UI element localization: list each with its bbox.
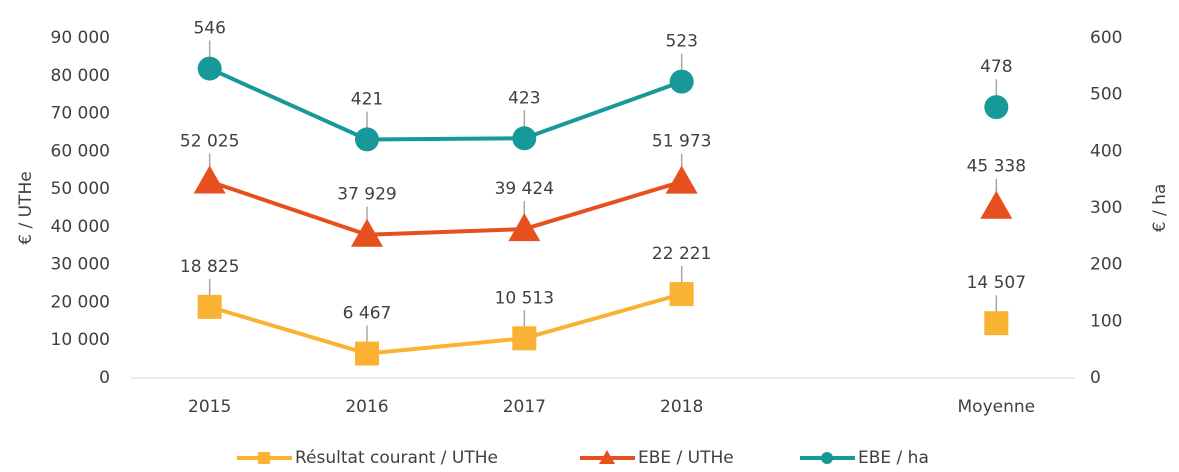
marker (508, 213, 541, 242)
data-label: 37 929 (337, 185, 396, 205)
legend-label: EBE / UTHe (638, 448, 734, 468)
x-tick-label: Moyenne (958, 397, 1036, 417)
marker (980, 190, 1013, 219)
y-tick-label: 50 000 (51, 179, 110, 199)
data-label: 45 338 (967, 157, 1026, 177)
legend-label: Résultat courant / UTHe (295, 448, 498, 468)
y2-tick-label: 300 (1090, 198, 1122, 218)
y-tick-label: 30 000 (51, 255, 110, 275)
y2-tick-label: 100 (1090, 311, 1122, 331)
y-tick-label: 10 000 (51, 330, 110, 350)
y-tick-label: 90 000 (51, 28, 110, 48)
marker (355, 341, 379, 366)
marker (512, 126, 537, 151)
legend-marker (599, 450, 615, 464)
y2-tick-label: 400 (1090, 141, 1122, 161)
marker (512, 326, 537, 351)
marker (193, 165, 226, 194)
y-tick-label: 70 000 (51, 104, 110, 124)
x-tick-label: 2016 (345, 397, 388, 417)
x-tick-label: 2017 (503, 397, 546, 417)
marker (984, 311, 1009, 336)
data-label: 10 513 (495, 288, 554, 308)
y-tick-label: 40 000 (51, 217, 110, 237)
data-label: 523 (665, 32, 697, 52)
data-label: 478 (980, 57, 1012, 77)
data-label: 18 825 (180, 257, 239, 277)
marker (197, 56, 222, 81)
y2-tick-label: 0 (1090, 368, 1101, 388)
marker (984, 95, 1009, 120)
data-label: 39 424 (495, 179, 554, 199)
marker (197, 294, 222, 319)
series-line (210, 294, 997, 354)
marker (351, 218, 383, 247)
y-tick-label: 20 000 (51, 292, 110, 312)
data-label: 51 973 (652, 132, 711, 152)
y2-tick-label: 600 (1090, 28, 1122, 48)
data-label: 52 025 (180, 131, 239, 151)
series-line (210, 181, 997, 234)
legend-label: EBE / ha (858, 448, 929, 468)
data-label: 546 (193, 19, 225, 39)
x-tick-label: 2018 (660, 397, 703, 417)
data-label: 22 221 (652, 244, 711, 264)
series-line (210, 69, 997, 140)
x-tick-label: 2015 (188, 397, 231, 417)
y2-tick-label: 200 (1090, 255, 1122, 275)
data-label: 421 (351, 89, 383, 109)
marker (665, 165, 698, 194)
marker (669, 69, 694, 94)
data-label: 423 (508, 88, 540, 108)
legend-marker (258, 452, 270, 464)
data-label: 14 507 (967, 273, 1026, 293)
y-tick-label: 80 000 (51, 66, 110, 86)
marker (669, 282, 694, 307)
legend-marker (821, 452, 833, 464)
marker (355, 127, 379, 152)
y-axis-label: € / UTHe (16, 171, 36, 244)
data-label: 6 467 (343, 304, 392, 324)
y2-tick-label: 500 (1090, 85, 1122, 105)
y2-axis-label: € / ha (1150, 184, 1170, 233)
y-tick-label: 60 000 (51, 141, 110, 161)
y-tick-label: 0 (99, 368, 110, 388)
